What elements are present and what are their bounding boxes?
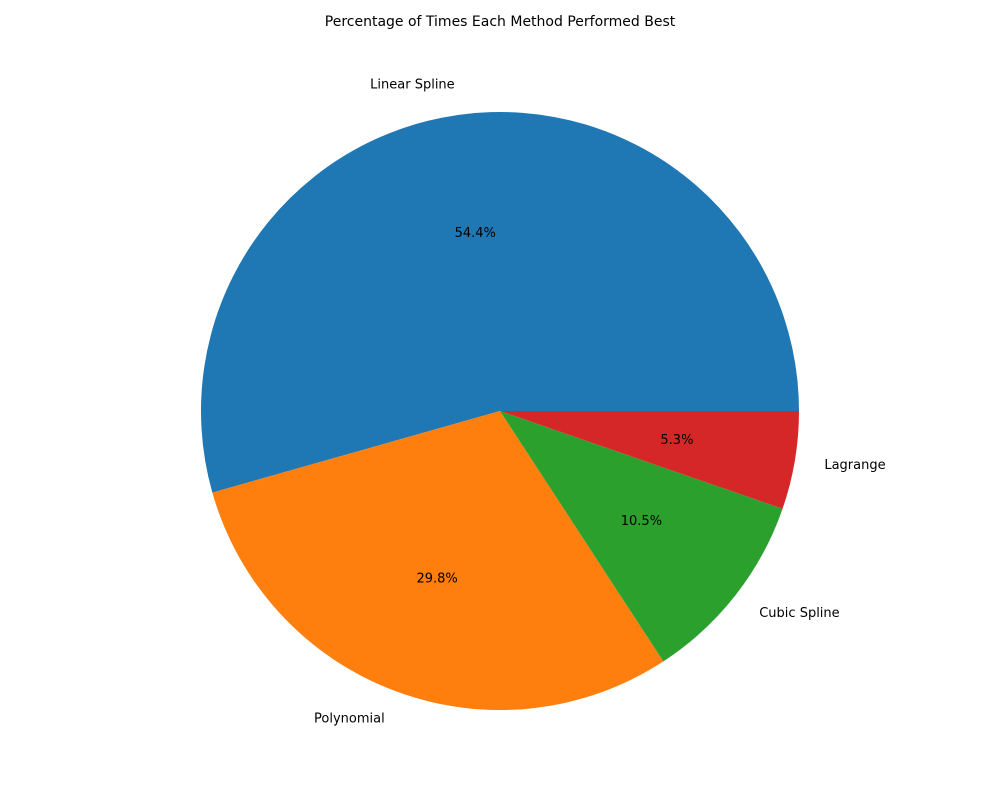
pie-slice-cubic-spline xyxy=(500,411,783,662)
slice-percentage-label: 54.4% xyxy=(455,226,496,241)
pie-slice-linear-spline xyxy=(200,111,799,493)
slice-percentage-label: 29.8% xyxy=(416,572,457,587)
slice-label: Lagrange xyxy=(824,458,885,473)
slice-label: Cubic Spline xyxy=(759,606,839,621)
slice-percentage-label: 5.3% xyxy=(660,433,693,448)
slice-percentage-label: 10.5% xyxy=(621,514,662,529)
pie-slice-lagrange xyxy=(500,411,799,509)
slice-label: Linear Spline xyxy=(370,78,455,93)
pie-slice-polynomial xyxy=(212,411,664,710)
chart-title: Percentage of Times Each Method Performe… xyxy=(324,14,676,30)
slice-label: Polynomial xyxy=(314,712,385,727)
